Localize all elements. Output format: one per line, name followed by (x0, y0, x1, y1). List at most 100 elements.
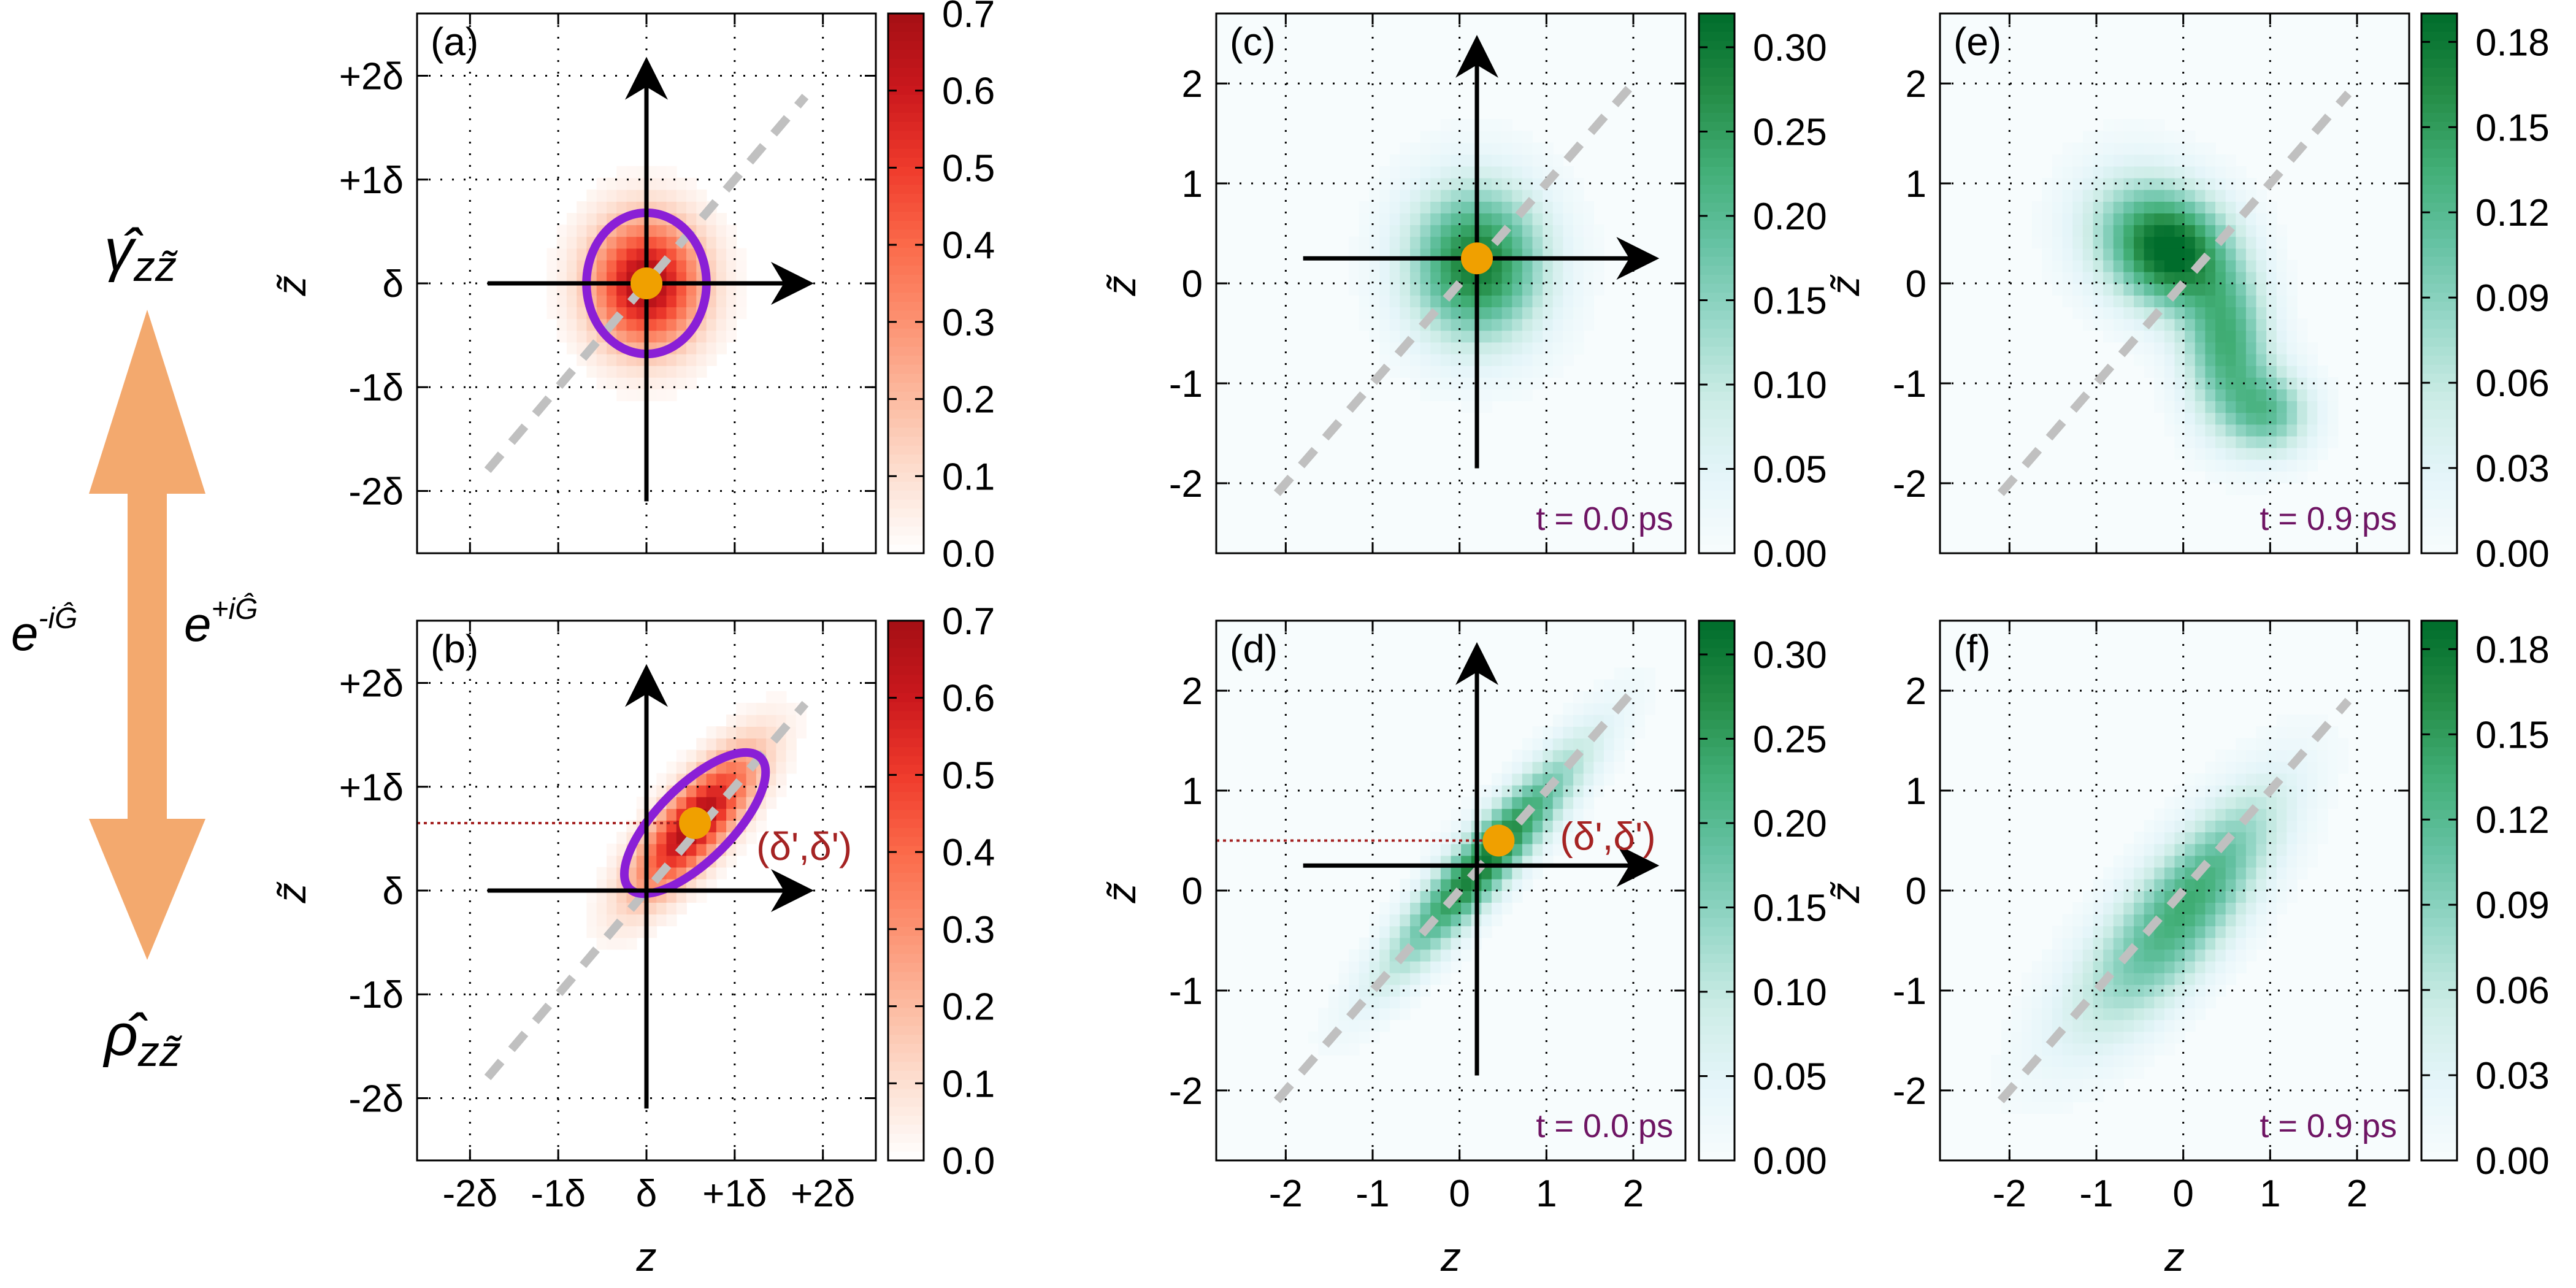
heatmap-cell (1389, 984, 1401, 997)
heatmap-cell (766, 691, 777, 703)
heatmap-cell (1624, 702, 1635, 715)
heatmap-cell (706, 867, 717, 880)
heatmap-cell (1512, 295, 1523, 307)
heatmap-cell (2297, 715, 2308, 727)
heatmap-cell (2266, 412, 2277, 425)
heatmap-cell (2225, 808, 2237, 821)
heatmap-cell (1481, 878, 1492, 891)
heatmap-cell (1379, 330, 1390, 343)
colorbar-cell (2421, 656, 2457, 666)
heatmap-cell (1440, 949, 1452, 962)
colorbar-cell (1699, 148, 1735, 158)
heatmap-cell (1410, 224, 1421, 237)
heatmap-cell (776, 784, 787, 797)
colorbar-cell (2421, 400, 2457, 410)
colorbar-cell (2421, 918, 2457, 927)
heatmap-cell (596, 283, 607, 296)
heatmap-cell (2185, 131, 2196, 144)
heatmap-cell (2082, 960, 2094, 973)
heatmap-cell (2236, 307, 2247, 320)
heatmap-cell (2225, 820, 2237, 833)
heatmap-cell (1573, 773, 1584, 786)
heatmap-cell (2287, 259, 2298, 272)
heatmap-cell (1430, 259, 1441, 272)
colorbar-cell (2421, 1079, 2457, 1089)
heatmap-cell (2103, 1019, 2114, 1032)
heatmap-cell (1481, 808, 1492, 821)
colorbar-cell (1699, 1052, 1735, 1062)
colorbar-cell (2421, 391, 2457, 401)
colorbar-cell (1699, 31, 1735, 41)
heatmap-cell (2225, 213, 2237, 226)
colorbar-cell (1699, 1106, 1735, 1116)
heatmap-cell (766, 702, 777, 715)
heatmap-cell (2103, 166, 2114, 178)
x-tick-label: -1 (2079, 1173, 2113, 1215)
heatmap-cell (2236, 424, 2247, 437)
heatmap-cell (2266, 236, 2277, 249)
colorbar-cell (888, 13, 924, 23)
heatmap-cell (586, 190, 597, 202)
heatmap-cell (2134, 832, 2145, 845)
heatmap-cell (1400, 307, 1411, 320)
heatmap-cell (2205, 891, 2216, 903)
heatmap-cell (2174, 353, 2185, 366)
colorbar-cell (888, 972, 924, 981)
heatmap-cell (566, 271, 577, 284)
heatmap-cell (2236, 471, 2247, 483)
heatmap-cell (2215, 773, 2226, 786)
heatmap-cell (2011, 1067, 2022, 1079)
heatmap-cell (1349, 259, 1360, 272)
heatmap-cell (1492, 283, 1503, 296)
heatmap-cell (2245, 867, 2257, 880)
heatmap-cell (2328, 424, 2339, 437)
heatmap-cell (2052, 937, 2063, 950)
heatmap-cell (2185, 142, 2196, 155)
colorbar-cell (2421, 999, 2457, 1008)
heatmap-cell (1481, 867, 1492, 880)
colorbar-tick-label: 0.30 (1753, 27, 1827, 69)
heatmap-cell (1522, 784, 1533, 797)
heatmap-cell (2328, 401, 2339, 413)
heatmap-cell (2174, 365, 2185, 378)
heatmap-cell (2134, 843, 2145, 856)
heatmap-cell (2113, 154, 2125, 167)
heatmap-cell (696, 878, 707, 891)
heatmap-cell (2276, 459, 2288, 472)
heatmap-cell (1389, 902, 1401, 914)
heatmap-cell (596, 177, 607, 190)
y-tick-label: -2 (1169, 1070, 1203, 1113)
heatmap-cell (1492, 307, 1503, 320)
heatmap-cell (1338, 984, 1349, 997)
heatmap-cell (2266, 447, 2277, 460)
heatmap-cell (1522, 154, 1533, 167)
heatmap-cell (2062, 224, 2073, 237)
heatmap-cell (2072, 190, 2083, 202)
heatmap-cell (1410, 949, 1421, 962)
heatmap-cell (1451, 353, 1462, 366)
heatmap-cell (1573, 213, 1584, 226)
heatmap-cell (1379, 926, 1390, 938)
heatmap-cell (2256, 784, 2267, 797)
heatmap-cell (726, 224, 737, 237)
heatmap-cell (2276, 726, 2288, 739)
heatmap-cell (2215, 389, 2226, 402)
heatmap-cell (2123, 142, 2134, 155)
heatmap-cell (2164, 843, 2175, 856)
heatmap-cell (2174, 131, 2185, 144)
heatmap-cell (2164, 248, 2175, 261)
heatmap-cell (2225, 342, 2237, 355)
colorbar-cell (2421, 211, 2457, 221)
y-tick-label: 1 (1906, 770, 1926, 813)
heatmap-cell (2134, 283, 2145, 296)
heatmap-cell (1492, 891, 1503, 903)
heatmap-cell (1563, 295, 1574, 307)
heatmap-cell (2144, 353, 2155, 366)
colorbar-cell (888, 454, 924, 464)
heatmap-cell (2042, 248, 2053, 261)
heatmap-cell (2236, 401, 2247, 413)
heatmap-cell (2205, 797, 2216, 809)
heatmap-cell (2287, 365, 2298, 378)
heatmap-cell (2011, 1043, 2022, 1056)
colorbar-cell (888, 274, 924, 284)
